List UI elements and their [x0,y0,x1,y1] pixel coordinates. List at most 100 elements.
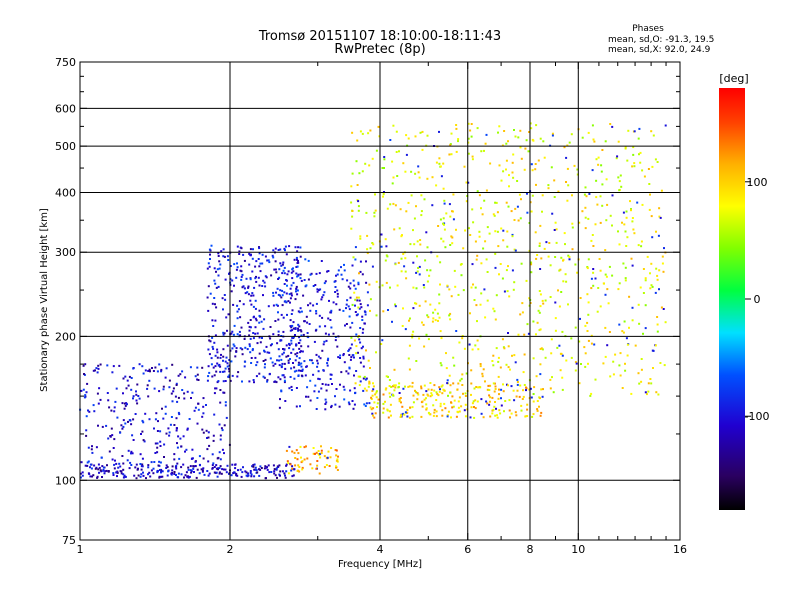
data-point [159,475,162,478]
data-point [604,326,607,329]
data-point [526,408,529,411]
x-tick-label: 16 [673,543,687,556]
data-point [350,185,353,188]
data-point [276,359,278,362]
data-point [139,463,142,465]
data-point [631,264,634,267]
data-point [177,396,180,399]
data-point [99,469,102,472]
data-point [587,131,590,134]
data-point [122,462,125,465]
data-point [656,330,659,333]
data-point [303,279,306,281]
data-point [474,399,477,402]
data-point [625,245,628,247]
data-point [319,456,322,459]
data-point [266,380,269,383]
data-point [219,458,222,461]
data-point [539,137,542,140]
data-point [108,406,111,409]
data-point [651,165,654,168]
data-point [422,323,425,326]
data-point [351,264,354,267]
data-point [79,472,82,475]
data-point [639,161,642,164]
data-point [618,282,621,285]
data-point [375,149,378,152]
data-point [233,284,235,287]
data-point [418,304,421,307]
data-point [453,364,456,367]
data-point [189,366,192,369]
data-point [345,307,347,310]
data-point [296,258,298,261]
data-point [350,227,353,230]
data-point [449,391,452,394]
data-point [421,400,424,403]
data-point [287,361,290,364]
data-point [510,385,513,388]
data-point [272,333,275,336]
data-point [396,175,399,177]
data-point [219,356,222,359]
data-point [602,282,605,285]
data-point [286,273,289,276]
data-point [217,255,220,257]
data-point [336,345,339,348]
data-point [621,330,624,333]
data-point [247,286,250,289]
data-point [513,248,516,251]
data-point [365,349,367,352]
data-point [120,424,123,427]
data-point [489,162,492,165]
data-point [326,270,329,273]
data-point [442,187,445,190]
data-point [279,378,282,381]
data-point [260,320,263,323]
data-point [519,129,522,132]
data-point [211,345,214,348]
data-point [116,475,118,478]
data-point [464,392,467,395]
data-point [454,285,457,288]
data-point [231,374,234,377]
data-point [207,375,210,378]
data-point [463,409,466,412]
data-point [288,342,290,345]
data-point [519,313,522,316]
data-point [530,263,533,266]
data-point [457,382,460,385]
data-point [359,341,362,344]
data-point [201,366,204,369]
data-point [335,274,337,277]
data-point [278,364,281,367]
data-point [236,333,239,336]
data-point [492,213,495,216]
data-point [509,368,511,371]
data-point [135,463,138,466]
data-point [294,246,297,249]
data-point [380,343,383,345]
data-point [316,464,319,467]
data-point [150,469,153,472]
data-point [571,194,573,197]
data-point [626,343,629,346]
data-point [441,392,444,395]
data-point [508,174,510,177]
data-point [163,456,165,458]
data-point [507,332,509,334]
data-point [604,355,607,358]
data-point [336,289,339,292]
data-point [581,136,584,139]
data-point [516,378,519,381]
data-point [587,362,589,365]
data-point [591,169,594,172]
data-point [296,352,299,355]
data-point [561,388,564,391]
data-point [175,474,177,476]
data-point [435,391,438,394]
data-point [255,364,258,367]
data-point [249,326,252,329]
data-point [124,475,126,478]
